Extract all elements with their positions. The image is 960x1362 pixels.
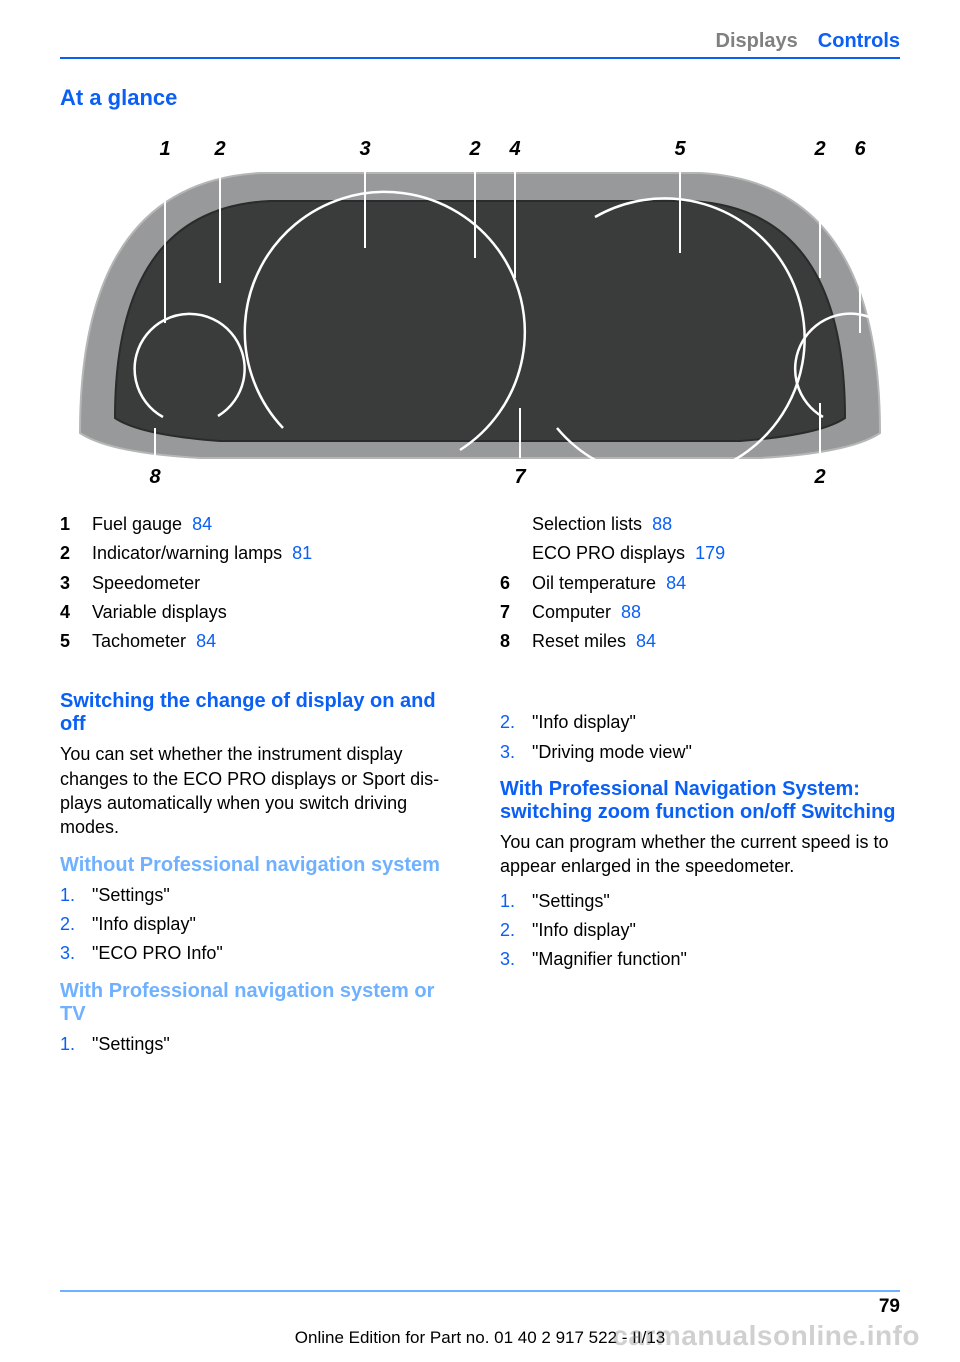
legend-num: 1 (60, 512, 78, 536)
step-text: "Magnifier function" (532, 947, 687, 971)
diagram-label-7: 7 (514, 466, 526, 488)
legend-num: 7 (500, 600, 518, 624)
top-rule (60, 57, 900, 59)
list-item: 1. "Settings" (500, 889, 900, 913)
diagram-label-6: 6 (854, 138, 866, 160)
step-text: "Driving mode view" (532, 740, 692, 764)
body-col-left: Switching the change of display on and o… (60, 676, 460, 1065)
step-text: "ECO PRO Info" (92, 941, 223, 965)
legend-text: Oil temperature 84 (532, 571, 900, 595)
step-text: "Settings" (532, 889, 610, 913)
list-item: 3. "ECO PRO Info" (60, 941, 460, 965)
legend-text: Speedometer (92, 571, 460, 595)
legend-text: Indicator/warning lamps 81 (92, 541, 460, 565)
step-number: 1. (60, 883, 82, 907)
list-item: 1. "Settings" (60, 883, 460, 907)
step-number: 2. (500, 710, 522, 734)
legend-item: 6 Oil temperature 84 (500, 571, 900, 595)
page-ref[interactable]: 88 (621, 602, 641, 622)
legend-num: 5 (60, 629, 78, 653)
header-section: Displays (716, 30, 798, 53)
legend-extra: ECO PRO displays 179 (500, 541, 900, 565)
legend-num: 2 (60, 541, 78, 565)
page-header: Displays Controls (60, 30, 900, 57)
legend-col-left: 1 Fuel gauge 84 2 Indicator/warning lamp… (60, 507, 460, 658)
diagram-label-5: 5 (674, 138, 686, 160)
legend-text: Tachometer 84 (92, 629, 460, 653)
legend-item: 2 Indicator/warning lamps 81 (60, 541, 460, 565)
list-item: 2. "Info display" (60, 912, 460, 936)
legend-text: Variable displays (92, 600, 460, 624)
legend-extra: Selection lists 88 (500, 512, 900, 536)
legend-item: 5 Tachometer 84 (60, 629, 460, 653)
page-ref[interactable]: 179 (695, 543, 725, 563)
step-text: "Info display" (92, 912, 196, 936)
page-ref[interactable]: 84 (192, 514, 212, 534)
body-columns: Switching the change of display on and o… (60, 676, 900, 1065)
legend-text: Fuel gauge 84 (92, 512, 460, 536)
diagram-label-1: 1 (159, 138, 170, 160)
legend-num: 6 (500, 571, 518, 595)
list-item: 2. "Info display" (500, 918, 900, 942)
subheading-without-nav: Without Professional navigation system (60, 854, 460, 877)
legend-col-right: Selection lists 88 ECO PRO displays 179 … (500, 507, 900, 658)
steps-list: 2. "Info display" 3. "Driving mode view" (500, 710, 900, 764)
page-ref[interactable]: 84 (196, 631, 216, 651)
list-item: 1. "Settings" (60, 1032, 460, 1056)
step-text: "Info display" (532, 710, 636, 734)
legend-num: 3 (60, 571, 78, 595)
legend-num: 8 (500, 629, 518, 653)
legend-item: 3 Speedometer (60, 571, 460, 595)
legend-item: 1 Fuel gauge 84 (60, 512, 460, 536)
legend-num: 4 (60, 600, 78, 624)
legend-columns: 1 Fuel gauge 84 2 Indicator/warning lamp… (60, 507, 900, 658)
diagram-label-8: 8 (149, 466, 161, 488)
heading-switching-display: Switching the change of display on and o… (60, 690, 460, 736)
legend-text: Reset miles 84 (532, 629, 900, 653)
legend-item: 7 Computer 88 (500, 600, 900, 624)
heading-zoom-switching: With Professional Navigation System: swi… (500, 778, 900, 824)
page-number: 79 (879, 1296, 900, 1318)
diagram-label-2c: 2 (813, 138, 825, 160)
legend-text: Computer 88 (532, 600, 900, 624)
step-text: "Info display" (532, 918, 636, 942)
body-col-right: 2. "Info display" 3. "Driving mode view" W… (500, 676, 900, 1065)
step-number: 3. (500, 740, 522, 764)
instrument-cluster-diagram: 1 2 3 2 4 5 2 6 8 7 2 (60, 123, 900, 493)
diagram-label-2b: 2 (468, 138, 480, 160)
diagram-label-2d: 2 (813, 466, 825, 488)
steps-list: 1. "Settings" 2. "Info display" 3. "ECO PRO… (60, 883, 460, 966)
page-ref[interactable]: 88 (652, 514, 672, 534)
list-item: 2. "Info display" (500, 710, 900, 734)
diagram-label-4: 4 (508, 138, 520, 160)
page-ref[interactable]: 81 (292, 543, 312, 563)
step-number: 1. (60, 1032, 82, 1056)
step-number: 3. (60, 941, 82, 965)
step-number: 3. (500, 947, 522, 971)
diagram-label-2a: 2 (213, 138, 225, 160)
step-number: 2. (60, 912, 82, 936)
heading-at-a-glance: At a glance (60, 85, 900, 111)
header-chapter: Controls (818, 30, 900, 53)
step-text: "Settings" (92, 883, 170, 907)
footer-rule (60, 1290, 900, 1292)
legend-item: 8 Reset miles 84 (500, 629, 900, 653)
page-ref[interactable]: 84 (636, 631, 656, 651)
list-item: 3. "Driving mode view" (500, 740, 900, 764)
step-number: 1. (500, 889, 522, 913)
diagram-label-3: 3 (359, 138, 370, 160)
paragraph: You can set whether the instrument displ… (60, 742, 460, 839)
legend-item: 4 Variable displays (60, 600, 460, 624)
steps-list: 1. "Settings" 2. "Info display" 3. "Magnifi… (500, 889, 900, 972)
paragraph: You can program whether the current spee… (500, 830, 900, 879)
step-text: "Settings" (92, 1032, 170, 1056)
steps-list: 1. "Settings" (60, 1032, 460, 1056)
list-item: 3. "Magnifier function" (500, 947, 900, 971)
watermark: carmanualsonline.info (612, 1320, 920, 1352)
page-ref[interactable]: 84 (666, 573, 686, 593)
subheading-with-nav-tv: With Professional navigation system or T… (60, 980, 460, 1026)
step-number: 2. (500, 918, 522, 942)
